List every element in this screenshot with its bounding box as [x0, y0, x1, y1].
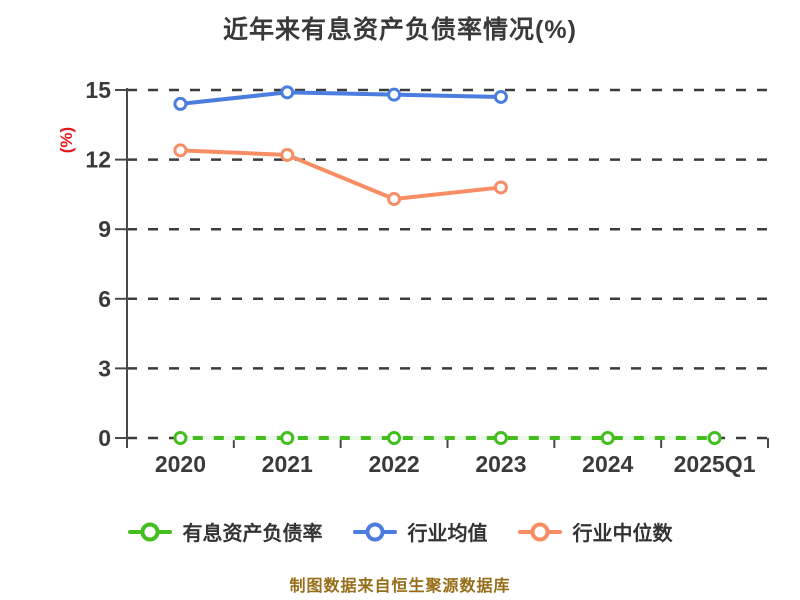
- data-point-marker-industry-median: [387, 192, 402, 207]
- data-point-marker-debt-ratio: [707, 431, 722, 445]
- y-tick-label: 6: [98, 286, 111, 312]
- x-tick-label: 2021: [262, 451, 313, 477]
- data-point-marker-industry-median: [280, 147, 295, 162]
- data-point-marker-industry-average: [173, 96, 188, 111]
- y-tick-label: 15: [85, 77, 111, 103]
- legend-label: 有息资产负债率: [182, 523, 323, 545]
- data-point-marker-industry-average: [387, 87, 402, 102]
- data-point-marker-debt-ratio: [173, 431, 188, 445]
- data-point-marker-industry-average: [280, 85, 295, 100]
- data-point-marker-debt-ratio: [387, 431, 402, 445]
- data-point-marker-debt-ratio: [600, 431, 615, 445]
- legend-item-industry-average: 行业均值: [352, 517, 488, 546]
- y-tick-label: 12: [85, 147, 111, 173]
- legend: 有息资产负债率 行业均值 行业中位数: [127, 517, 673, 546]
- data-point-marker-industry-median: [173, 143, 188, 158]
- chart-title: 近年来有息资产负债率情况(%): [223, 16, 577, 44]
- y-tick-label: 3: [98, 355, 111, 381]
- x-tick-label: 2022: [368, 451, 419, 477]
- data-point-marker-debt-ratio: [280, 431, 295, 445]
- legend-label: 行业均值: [407, 523, 488, 545]
- data-point-marker-industry-average: [493, 89, 508, 104]
- data-point-marker-industry-median: [493, 180, 508, 195]
- data-point-marker-debt-ratio: [493, 431, 508, 445]
- legend-row: 有息资产负债率 行业均值 行业中位数: [0, 517, 800, 546]
- legend-item-industry-median: 行业中位数: [517, 517, 673, 546]
- x-tick-label: 2024: [582, 451, 633, 477]
- chart-source-note: 制图数据来自恒生聚源数据库: [289, 578, 511, 595]
- line-circle-marker-icon: [517, 522, 562, 542]
- x-tick-label: 2020: [155, 451, 206, 477]
- line-circle-marker-icon: [352, 522, 397, 542]
- y-tick-label: 9: [98, 216, 111, 242]
- x-tick-label: 2025Q1: [674, 451, 756, 477]
- legend-item-debt-ratio: 有息资产负债率: [127, 517, 323, 546]
- x-tick-label: 2023: [475, 451, 526, 477]
- line-circle-marker-icon: [127, 522, 172, 542]
- series-line-industry-average: [178, 90, 503, 106]
- y-tick-label: 0: [98, 425, 111, 451]
- series-line-industry-median: [178, 148, 503, 202]
- legend-label: 行业中位数: [572, 523, 673, 545]
